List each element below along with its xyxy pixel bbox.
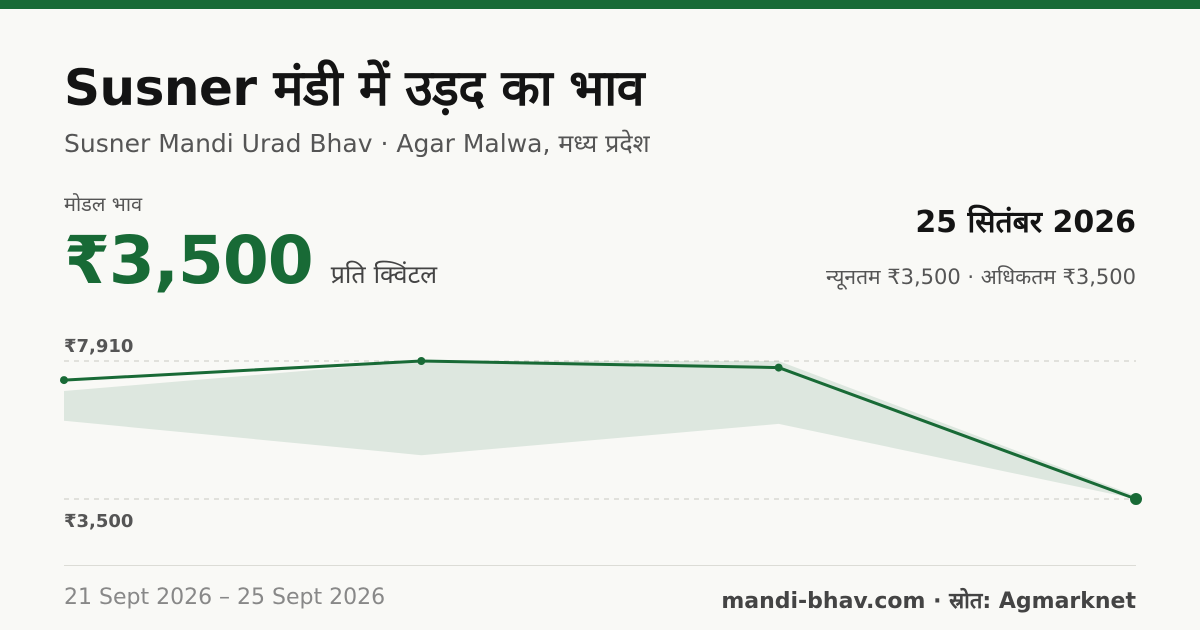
modal-price-row: ₹3,500 प्रति क्विंटल	[64, 222, 437, 299]
y-tick-bottom: ₹3,500	[64, 511, 133, 532]
source-credit: mandi-bhav.com · स्रोत: Agmarknet	[721, 589, 1136, 614]
data-point	[60, 376, 68, 385]
data-point	[1130, 493, 1142, 505]
price-date: 25 सितंबर 2026	[915, 205, 1136, 240]
date-range: 21 Sept 2026 – 25 Sept 2026	[64, 585, 386, 610]
data-point	[417, 357, 426, 365]
min-max-price: न्यूनतम ₹3,500 · अधिकतम ₹3,500	[826, 265, 1136, 289]
footer-divider	[64, 565, 1136, 566]
top-accent-bar	[0, 0, 1200, 9]
modal-price-line	[63, 359, 1137, 501]
data-points	[60, 357, 1142, 505]
data-point	[774, 363, 783, 372]
price-unit: प्रति क्विंटल	[330, 260, 438, 289]
modal-price-value: ₹3,500	[64, 222, 314, 299]
modal-price-label: मोडल भाव	[64, 192, 143, 216]
y-tick-top: ₹7,910	[64, 336, 133, 357]
page-title: Susner मंडी में उड़द का भाव	[64, 59, 645, 117]
price-range-band	[64, 361, 1136, 499]
page-subtitle: Susner Mandi Urad Bhav · Agar Malwa, मध्…	[64, 129, 650, 158]
